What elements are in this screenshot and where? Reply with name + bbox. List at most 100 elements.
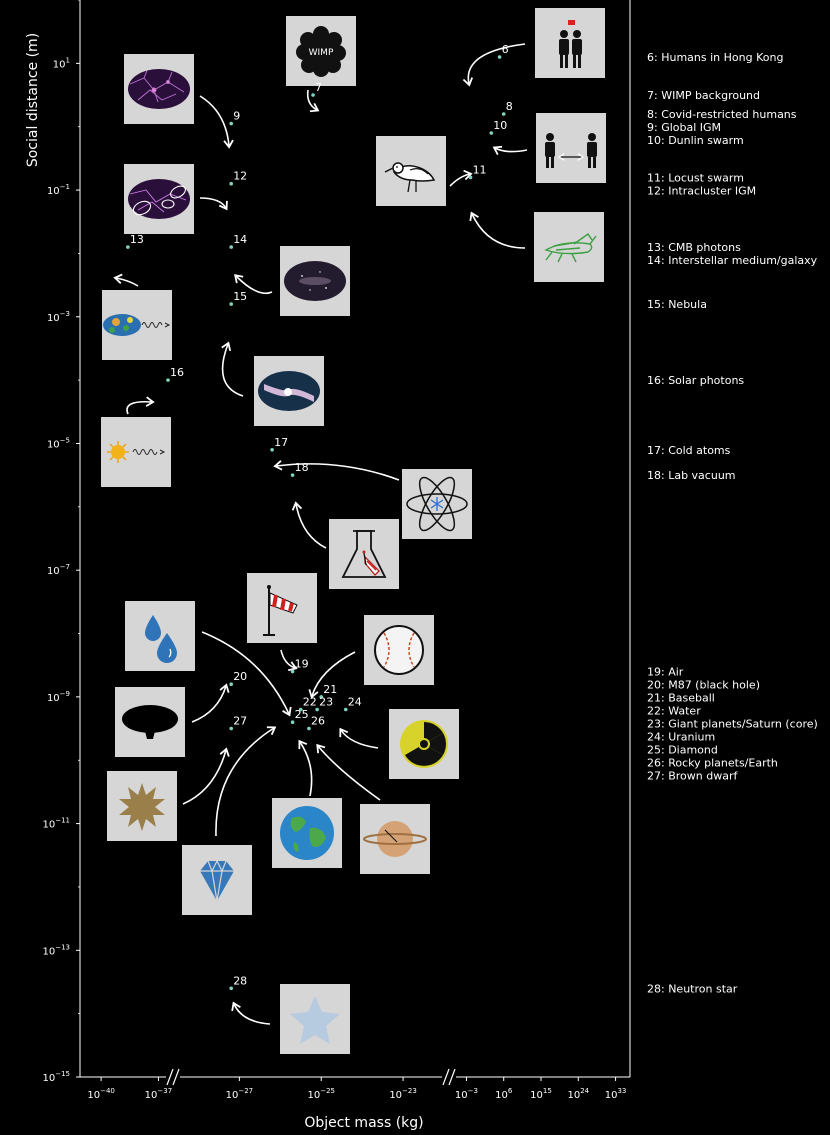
y-tick-label: 10−11 xyxy=(42,817,70,831)
data-point-12 xyxy=(229,181,233,186)
legend-entry-19: 19: Air xyxy=(647,666,684,679)
data-point-8 xyxy=(501,112,506,116)
point-label-27: 27 xyxy=(233,715,247,728)
legend-entry-8: 8: Covid-restricted humans xyxy=(647,108,797,121)
legend-entry-6: 6: Humans in Hong Kong xyxy=(647,51,783,64)
x-tick-label: 10−40 xyxy=(87,1087,115,1101)
neutron-star-icon xyxy=(280,984,350,1054)
legend: 6: Humans in Hong Kong 7: WIMP background… xyxy=(647,51,818,995)
data-point-28 xyxy=(229,986,233,991)
point-label-8: 8 xyxy=(506,100,513,113)
water-drops-icon xyxy=(125,601,195,671)
nebula-icon xyxy=(254,356,324,426)
legend-entry-27: 27: Brown dwarf xyxy=(647,770,738,783)
data-point-23 xyxy=(315,707,319,712)
point-label-15: 15 xyxy=(233,290,247,303)
x-tick-label: 1015 xyxy=(530,1087,552,1101)
point-label-17: 17 xyxy=(274,436,288,449)
legend-entry-14: 14: Interstellar medium/galaxy xyxy=(647,254,818,267)
data-point-25 xyxy=(290,720,295,725)
data-point-20 xyxy=(229,682,233,687)
legend-entry-28: 28: Neutron star xyxy=(647,982,738,995)
data-point-15 xyxy=(229,302,233,306)
data-point-9 xyxy=(229,121,233,126)
x-tick-label: 10−25 xyxy=(307,1087,335,1101)
flask-icon xyxy=(329,519,399,589)
data-point-11 xyxy=(468,175,473,180)
data-point-24 xyxy=(343,707,348,712)
point-label-9: 9 xyxy=(233,110,240,123)
galaxy-icon xyxy=(280,246,350,316)
data-point-22 xyxy=(298,707,303,712)
x-axis-label: Object mass (kg) xyxy=(304,1115,423,1131)
y-tick-label: 10−15 xyxy=(42,1070,70,1084)
point-label-13: 13 xyxy=(130,233,144,246)
y-tick-label: 10−7 xyxy=(47,563,70,577)
data-point-17 xyxy=(270,448,274,452)
sun-photon-icon xyxy=(101,417,171,487)
legend-entry-21: 21: Baseball xyxy=(647,692,715,705)
y-tick-label: 10−5 xyxy=(47,436,70,450)
point-label-24: 24 xyxy=(348,696,362,709)
point-label-19: 19 xyxy=(295,658,309,671)
legend-entry-23: 23: Giant planets/Saturn (core) xyxy=(647,718,818,731)
data-point-13 xyxy=(126,245,130,249)
earth-icon xyxy=(272,798,342,868)
y-tick-label: 10−13 xyxy=(42,943,70,957)
thumbnails: WIMP xyxy=(101,8,606,1054)
legend-entry-13: 13: CMB photons xyxy=(647,241,741,254)
black-hole-icon xyxy=(115,687,185,757)
legend-entry-11: 11: Locust swarm xyxy=(647,171,744,184)
dark-matter-cluster-icon: WIMP xyxy=(286,16,356,86)
legend-entry-26: 26: Rocky planets/Earth xyxy=(647,757,778,770)
data-point-21 xyxy=(319,695,324,699)
y-tick-label: 101 xyxy=(53,56,70,70)
point-label-10: 10 xyxy=(493,119,507,132)
point-label-11: 11 xyxy=(473,163,487,176)
humans-hong-kong-icon xyxy=(535,8,605,78)
svg-text:WIMP: WIMP xyxy=(309,48,334,58)
legend-entry-9: 9: Global IGM xyxy=(647,121,721,134)
baseball-icon xyxy=(364,615,434,685)
x-tick-label: 1033 xyxy=(605,1087,627,1101)
point-label-21: 21 xyxy=(323,683,337,696)
annotation-arrows xyxy=(113,43,528,1025)
point-label-23: 23 xyxy=(319,696,333,709)
point-label-22: 22 xyxy=(303,696,317,709)
cosmic-web-icon xyxy=(124,54,194,124)
data-point-14 xyxy=(229,245,233,249)
x-tick-label: 10−37 xyxy=(145,1087,173,1101)
y-tick-label: 10−3 xyxy=(47,310,70,324)
saturn-icon xyxy=(360,804,430,874)
legend-entry-18: 18: Lab vacuum xyxy=(647,469,736,482)
distanced-humans-icon xyxy=(536,113,606,183)
y-tick-label: 10−1 xyxy=(47,183,70,197)
legend-entry-24: 24: Uranium xyxy=(647,731,715,744)
galaxy-cluster-icon xyxy=(124,164,194,234)
y-tick-label: 10−9 xyxy=(47,690,70,704)
cmb-map-icon xyxy=(102,290,172,360)
data-point-18 xyxy=(290,473,295,477)
data-point-16 xyxy=(166,378,170,382)
x-axis-ticks: 10−40 10−37 10−27 10−25 10−23 10−3 106 1015 1024… xyxy=(87,1077,626,1101)
point-label-12: 12 xyxy=(233,170,247,183)
y-axis-label: Social distance (m) xyxy=(25,33,41,167)
bird-icon xyxy=(376,136,446,206)
diamond-icon xyxy=(182,845,252,915)
legend-entry-25: 25: Diamond xyxy=(647,744,718,757)
atom-icon xyxy=(402,469,472,539)
legend-entry-7: 7: WIMP background xyxy=(647,89,760,102)
x-axis-break-left xyxy=(166,1068,180,1086)
point-label-6: 6 xyxy=(502,43,509,56)
x-tick-label: 106 xyxy=(495,1087,513,1101)
data-point-6 xyxy=(497,55,502,59)
radiation-icon xyxy=(389,709,459,779)
y-axis-ticks: 101 10−1 10−3 10−5 10−7 10−9 10−11 10−13 10−15 xyxy=(42,0,80,1084)
legend-entry-16: 16: Solar photons xyxy=(647,374,744,387)
data-point-10 xyxy=(489,131,494,135)
brown-dwarf-icon xyxy=(107,771,177,841)
point-label-26: 26 xyxy=(311,715,325,728)
data-points: 6 7 8 9 10 11 12 13 14 15 16 17 18 19 20 21 22 23 24 25 26 27… xyxy=(126,43,513,991)
legend-entry-15: 15: Nebula xyxy=(647,298,707,311)
x-tick-label: 10−3 xyxy=(455,1087,478,1101)
